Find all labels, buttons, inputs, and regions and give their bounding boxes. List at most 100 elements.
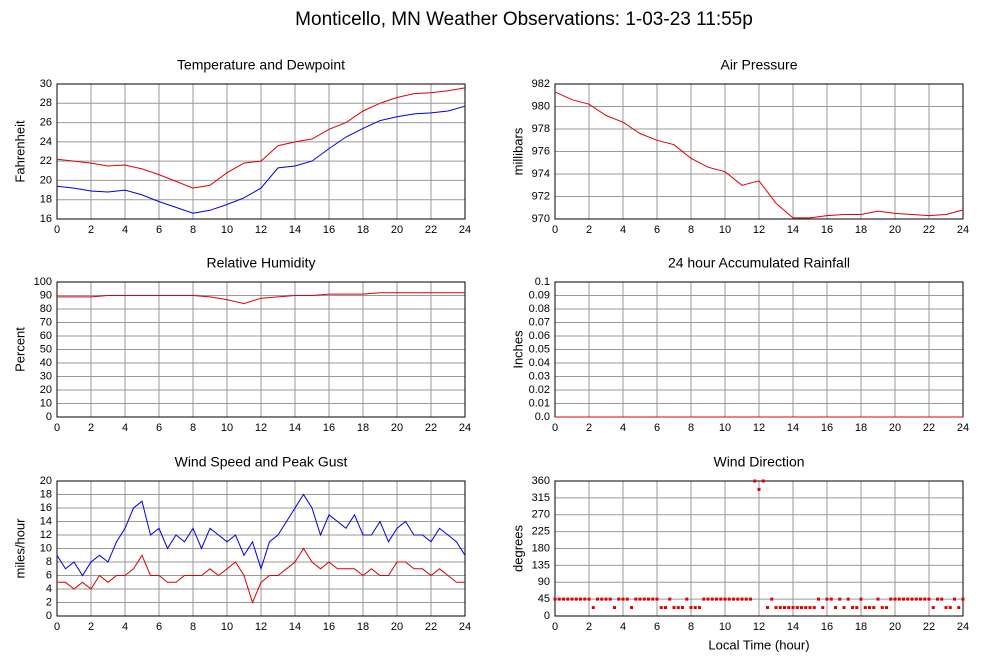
y-tick-label: 80 — [40, 303, 52, 315]
x-tick-label: 20 — [889, 621, 901, 633]
x-tick-label: 2 — [88, 422, 94, 434]
data-point — [604, 597, 608, 601]
data-point — [685, 597, 689, 601]
x-tick-label: 16 — [821, 224, 833, 236]
y-tick-label: 18 — [40, 194, 52, 206]
data-point — [634, 597, 638, 601]
y-tick-label: 0.06 — [529, 330, 550, 342]
data-point — [740, 597, 744, 601]
data-point — [706, 597, 710, 601]
data-point — [927, 597, 931, 601]
data-point — [574, 597, 578, 601]
data-point — [770, 597, 774, 601]
x-tick-label: 18 — [855, 224, 867, 236]
y-tick-label: 10 — [40, 397, 52, 409]
data-point — [834, 606, 837, 610]
x-tick-label: 16 — [323, 422, 335, 434]
data-point — [940, 597, 944, 601]
x-tick-label: 20 — [889, 224, 901, 236]
y-tick-label: 0 — [46, 411, 52, 423]
x-tick-label: 16 — [323, 224, 335, 236]
x-tick-label: 10 — [719, 224, 731, 236]
data-point — [910, 597, 914, 601]
data-point — [889, 597, 893, 601]
x-tick-label: 14 — [289, 224, 301, 236]
x-tick-label: 2 — [586, 621, 592, 633]
data-point — [570, 597, 574, 601]
y-tick-label: 360 — [532, 475, 550, 487]
x-tick-label: 8 — [688, 621, 694, 633]
x-tick-label: 24 — [459, 224, 471, 236]
data-point — [948, 606, 952, 610]
chart-title: Wind Direction — [713, 454, 804, 470]
y-axis-label: Fahrenheit — [12, 120, 27, 183]
y-tick-label: 0.03 — [529, 370, 550, 382]
y-tick-label: 90 — [40, 289, 52, 301]
data-point — [621, 597, 625, 601]
x-tick-label: 12 — [255, 621, 267, 633]
data-point — [617, 597, 621, 601]
data-point — [897, 597, 901, 601]
data-point — [668, 597, 672, 601]
data-point — [808, 606, 812, 610]
data-point — [630, 606, 633, 610]
data-point — [906, 597, 910, 601]
y-tick-label: 180 — [532, 542, 550, 554]
data-point — [961, 597, 965, 601]
x-tick-label: 20 — [391, 621, 403, 633]
y-tick-label: 24 — [40, 136, 52, 148]
data-point — [719, 597, 723, 601]
y-tick-label: 976 — [532, 145, 550, 157]
x-tick-label: 16 — [821, 621, 833, 633]
y-tick-label: 225 — [532, 526, 550, 538]
data-point — [583, 597, 587, 601]
data-point — [846, 597, 850, 601]
x-tick-label: 2 — [586, 422, 592, 434]
x-tick-label: 24 — [957, 224, 969, 236]
data-point — [676, 606, 680, 610]
data-point — [647, 597, 650, 601]
data-point — [736, 597, 740, 601]
data-point — [693, 606, 697, 610]
x-tick-label: 22 — [425, 224, 437, 236]
y-tick-label: 0 — [46, 610, 52, 622]
data-point — [715, 597, 718, 601]
x-tick-label: 12 — [753, 621, 765, 633]
data-point — [838, 597, 842, 601]
x-tick-label: 18 — [855, 422, 867, 434]
data-point — [698, 606, 701, 610]
y-tick-label: 980 — [532, 100, 550, 112]
chart-title: Wind Speed and Peak Gust — [175, 454, 348, 470]
y-tick-label: 60 — [40, 330, 52, 342]
data-line — [56, 87, 466, 189]
x-tick-label: 0 — [54, 422, 60, 434]
data-point — [702, 597, 706, 601]
data-point — [732, 597, 735, 601]
x-tick-label: 12 — [753, 422, 765, 434]
data-point — [557, 597, 561, 601]
data-point — [931, 606, 935, 610]
y-tick-label: 6 — [46, 569, 52, 581]
chart-title: 24 hour Accumulated Rainfall — [668, 255, 850, 271]
y-tick-label: 0.05 — [529, 343, 550, 355]
y-tick-label: 14 — [40, 515, 52, 527]
data-point — [562, 597, 565, 601]
x-tick-label: 6 — [156, 422, 162, 434]
x-tick-label: 24 — [957, 621, 969, 633]
data-line — [554, 91, 964, 219]
data-point — [566, 597, 570, 601]
plot-frame — [56, 281, 466, 418]
y-tick-label: 10 — [40, 542, 52, 554]
x-tick-label: 12 — [753, 224, 765, 236]
x-tick-label: 14 — [787, 422, 799, 434]
data-point — [944, 606, 948, 610]
data-point — [893, 597, 897, 601]
x-tick-label: 12 — [255, 224, 267, 236]
y-tick-label: 28 — [40, 97, 52, 109]
data-line — [56, 105, 466, 214]
x-tick-label: 8 — [688, 422, 694, 434]
y-tick-label: 40 — [40, 357, 52, 369]
y-tick-label: 45 — [538, 593, 550, 605]
x-tick-label: 6 — [654, 224, 660, 236]
y-tick-label: 2 — [46, 596, 52, 608]
